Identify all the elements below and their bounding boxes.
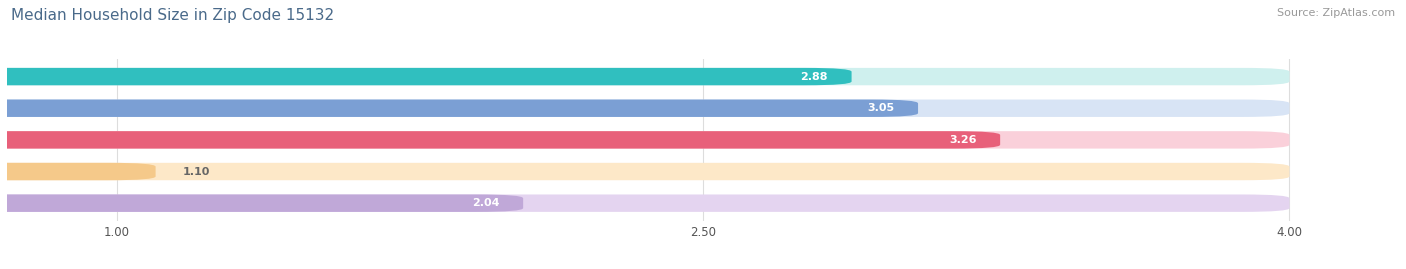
FancyBboxPatch shape: [0, 194, 523, 212]
Text: Median Household Size in Zip Code 15132: Median Household Size in Zip Code 15132: [11, 8, 335, 23]
Text: 3.26: 3.26: [949, 135, 977, 145]
FancyBboxPatch shape: [0, 100, 1289, 117]
Text: 2.04: 2.04: [472, 198, 499, 208]
Text: 2.88: 2.88: [800, 72, 828, 82]
FancyBboxPatch shape: [0, 100, 918, 117]
FancyBboxPatch shape: [0, 131, 1289, 148]
FancyBboxPatch shape: [0, 68, 852, 85]
Text: 3.05: 3.05: [868, 103, 894, 113]
Text: 1.10: 1.10: [183, 167, 211, 176]
Text: Source: ZipAtlas.com: Source: ZipAtlas.com: [1277, 8, 1395, 18]
FancyBboxPatch shape: [0, 68, 1289, 85]
FancyBboxPatch shape: [0, 194, 1289, 212]
FancyBboxPatch shape: [0, 131, 1000, 148]
FancyBboxPatch shape: [0, 163, 1289, 180]
FancyBboxPatch shape: [0, 163, 156, 180]
